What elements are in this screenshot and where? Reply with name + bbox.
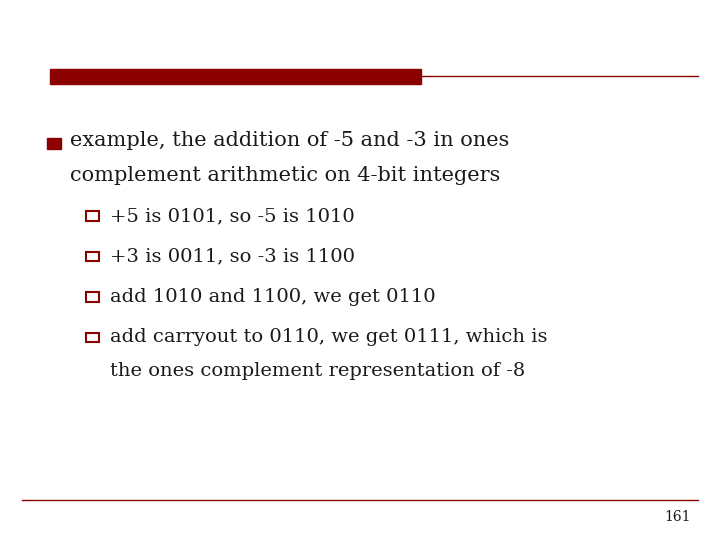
Text: the ones complement representation of -8: the ones complement representation of -8: [110, 362, 526, 380]
Text: 161: 161: [665, 510, 691, 524]
Text: complement arithmetic on 4-bit integers: complement arithmetic on 4-bit integers: [70, 166, 500, 185]
Bar: [86, 292, 99, 301]
Bar: [50, 69, 421, 84]
Text: +3 is 0011, so -3 is 1100: +3 is 0011, so -3 is 1100: [110, 247, 355, 266]
Text: example, the addition of -5 and -3 in ones: example, the addition of -5 and -3 in on…: [70, 131, 509, 150]
Text: add carryout to 0110, we get 0111, which is: add carryout to 0110, we get 0111, which…: [110, 328, 548, 347]
Text: +5 is 0101, so -5 is 1010: +5 is 0101, so -5 is 1010: [110, 207, 355, 225]
Text: add 1010 and 1100, we get 0110: add 1010 and 1100, we get 0110: [110, 288, 436, 306]
Bar: [86, 252, 99, 261]
Bar: [47, 138, 61, 148]
Bar: [86, 333, 99, 342]
Bar: [86, 211, 99, 220]
